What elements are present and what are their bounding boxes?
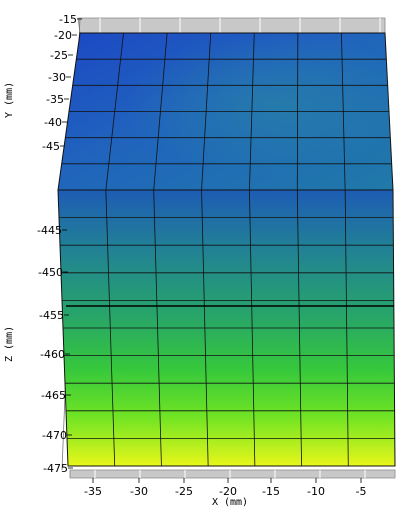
x-tick-label: -35 (84, 485, 102, 498)
y-tick-label: -30 (48, 71, 66, 84)
x-tick-label: -30 (130, 485, 148, 498)
surface-grid (59, 32, 395, 467)
z-tick-label: -465 (41, 389, 66, 402)
y-tick-label: -20 (54, 29, 72, 42)
z-tick-label: -450 (38, 266, 63, 279)
y-tick-label: -15 (59, 13, 77, 26)
y-tick-label: -40 (44, 116, 62, 129)
z-tick-label: -475 (43, 462, 68, 475)
z-tick-label: -470 (42, 429, 67, 442)
back-wall-top (77, 17, 386, 34)
x-tick-label: -5 (356, 485, 367, 498)
y-tick-label: -25 (50, 49, 68, 62)
x-tick-label: -25 (175, 485, 193, 498)
x-axis-label: X (mm) (212, 497, 248, 508)
y-axis-label: Y (mm) (4, 82, 15, 118)
z-axis-label: Z (mm) (4, 326, 15, 362)
z-tick-label: -445 (37, 224, 62, 237)
y-tick-label: -45 (42, 140, 60, 153)
y-axis-ticks: -15 -20 -25 -30 -35 -40 -45 (42, 13, 82, 153)
z-tick-label: -460 (40, 348, 65, 361)
x-tick-label: -10 (307, 485, 325, 498)
z-axis-ticks: -445 -450 -455 -460 -465 -470 -475 (37, 224, 73, 475)
x-tick-label: -20 (219, 485, 237, 498)
floor-wall (69, 469, 396, 479)
z-tick-label: -455 (39, 309, 64, 322)
x-tick-label: -15 (262, 485, 280, 498)
surface-faces (57, 32, 396, 467)
y-tick-label: -35 (46, 93, 64, 106)
x-axis-ticks: -35 -30 -25 -20 -15 -10 -5 (84, 478, 366, 498)
